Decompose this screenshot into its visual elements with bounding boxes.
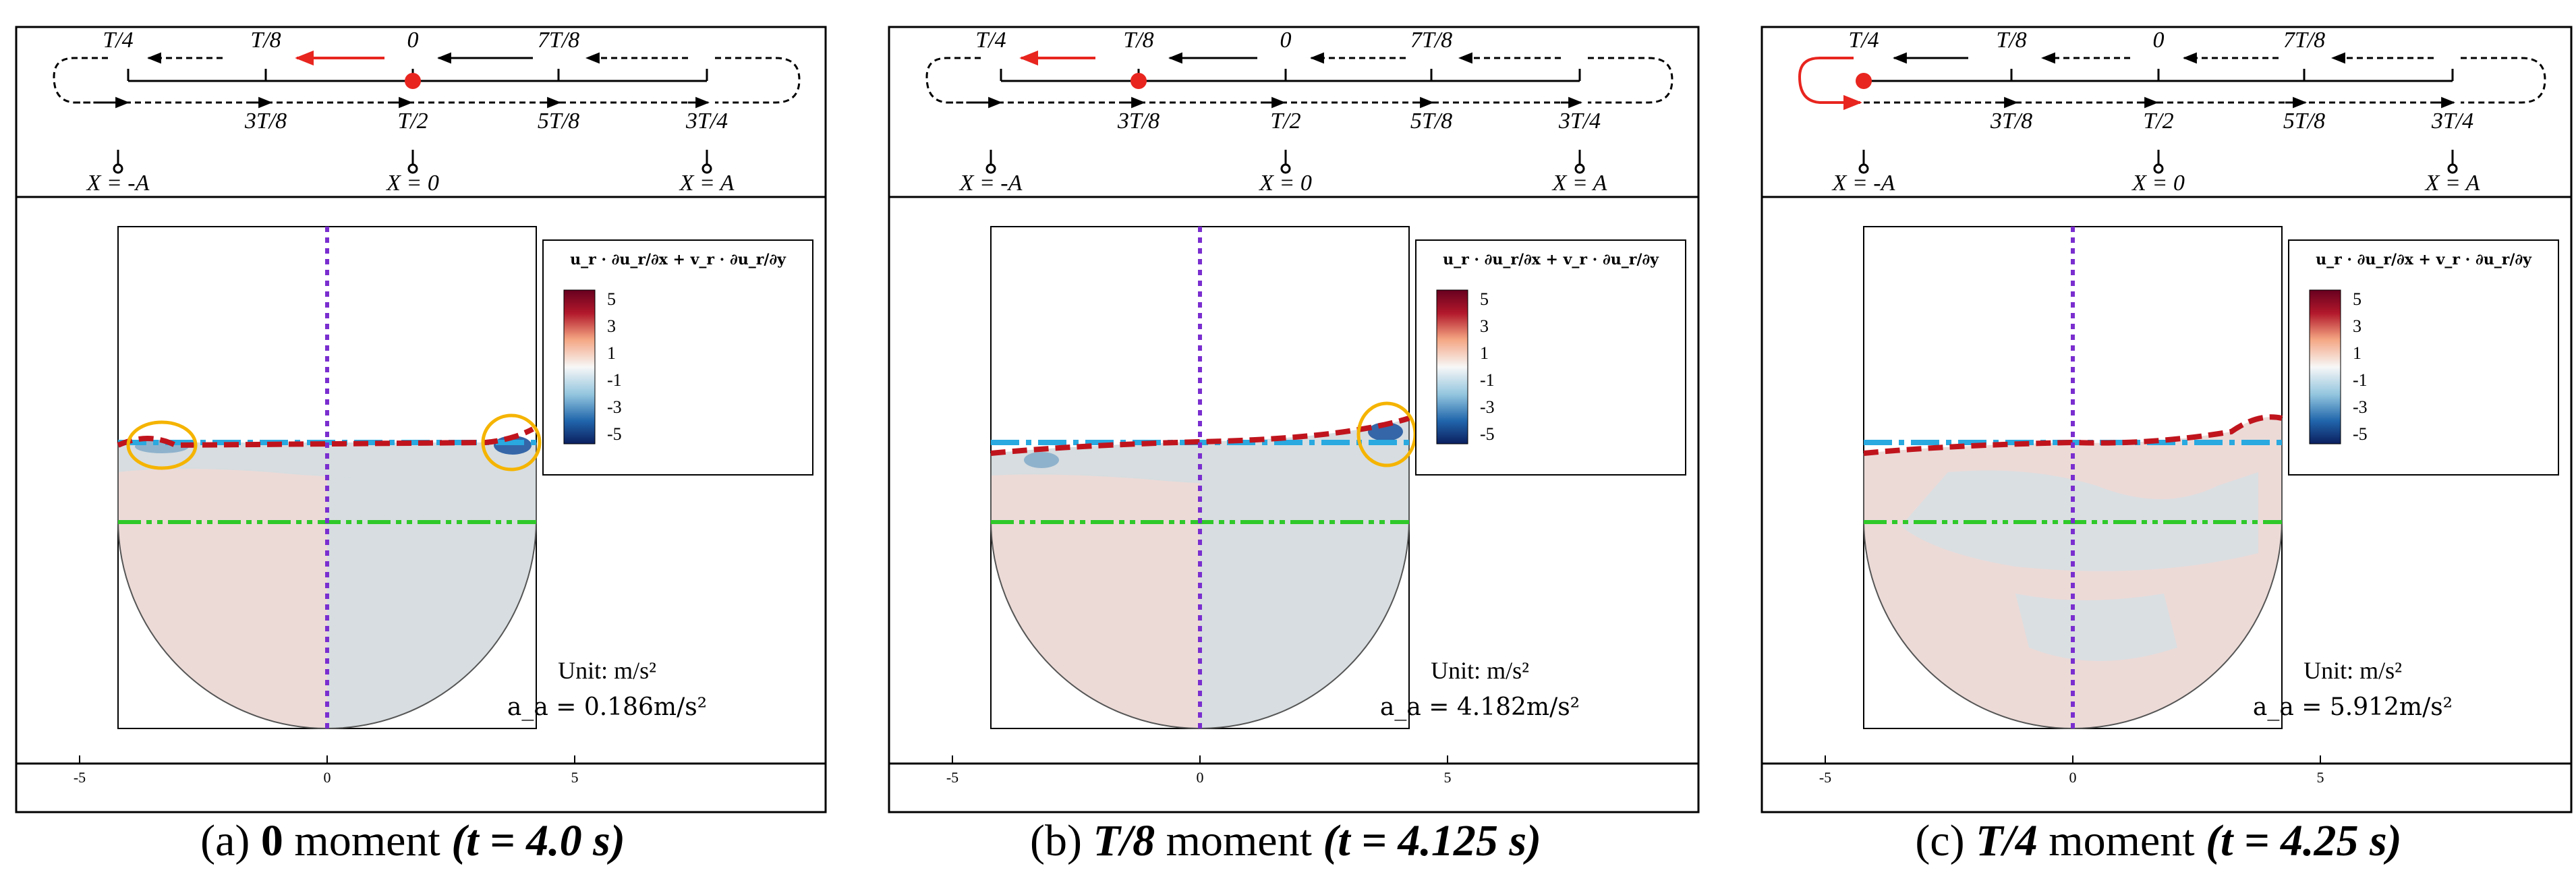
svg-text:5T/8: 5T/8 <box>2283 109 2325 134</box>
svg-text:T/2: T/2 <box>2143 109 2173 134</box>
svg-text:a_a = 5.912m/s²: a_a = 5.912m/s² <box>2253 693 2453 721</box>
contour-plot: u_r · ∂u_r/∂x + v_r · ∂u_r/∂y 5 3 1 -1 -… <box>15 196 827 813</box>
svg-text:7T/8: 7T/8 <box>1410 28 1452 53</box>
label-t8: T/8 <box>250 28 281 53</box>
highlight-circle <box>126 420 198 470</box>
svg-text:-1: -1 <box>607 370 622 390</box>
panel-a: T/4 T/8 0 7T/8 3T/8 T/2 5T/8 3T/4 X = -A… <box>15 26 827 865</box>
svg-text:5: 5 <box>571 769 579 786</box>
svg-text:-3: -3 <box>1480 397 1495 417</box>
svg-text:T/4: T/4 <box>975 28 1006 53</box>
svg-text:7T/8: 7T/8 <box>2283 28 2325 53</box>
svg-text:T/4: T/4 <box>1848 28 1879 53</box>
position-marker <box>405 73 421 89</box>
svg-text:-1: -1 <box>2353 370 2368 390</box>
contour-plot: u_r · ∂u_r/∂x + v_r · ∂u_r/∂y 5 3 1 -1 -… <box>888 196 1700 813</box>
svg-text:0: 0 <box>2153 28 2165 53</box>
label-3t8: 3T/8 <box>244 109 287 134</box>
svg-text:X = 0: X = 0 <box>1258 171 1312 196</box>
svg-text:1: 1 <box>2353 343 2362 363</box>
svg-text:-5: -5 <box>1819 769 1831 786</box>
legend-title: u_r · ∂u_r/∂x + v_r · ∂u_r/∂y <box>570 251 786 268</box>
svg-text:5T/8: 5T/8 <box>1410 109 1452 134</box>
svg-text:X = A: X = A <box>2424 171 2480 196</box>
svg-text:-5: -5 <box>2353 424 2368 444</box>
colorbar-legend: u_r · ∂u_r/∂x + v_r · ∂u_r/∂y 5 3 1 -1 -… <box>542 239 813 476</box>
motion-schematic: T/4 T/8 0 7T/8 3T/8 T/2 5T/8 3T/4 X = -A… <box>15 26 827 198</box>
contour-plot: u_r · ∂u_r/∂x + v_r · ∂u_r/∂y 5 3 1 -1 -… <box>1761 196 2573 813</box>
label-3t4: 3T/4 <box>685 109 728 134</box>
label-0: 0 <box>407 28 419 53</box>
caption-c: (c) T/4 moment (t = 4.25 s) <box>1915 816 2401 865</box>
acceleration-label: a_a = 0.186m/s² <box>507 693 707 721</box>
svg-text:T/8: T/8 <box>1996 28 2026 53</box>
svg-text:5: 5 <box>607 289 616 309</box>
svg-text:Unit: m/s²: Unit: m/s² <box>2303 657 2402 684</box>
svg-text:0: 0 <box>324 769 331 786</box>
colorbar-legend: u_r · ∂u_r/∂x + v_r · ∂u_r/∂y 5 3 1 -1 -… <box>2288 239 2559 476</box>
svg-text:-5: -5 <box>74 769 86 786</box>
caption-b: (b) T/8 moment (t = 4.125 s) <box>1030 816 1541 865</box>
svg-text:-3: -3 <box>607 397 622 417</box>
svg-text:0: 0 <box>2069 769 2077 786</box>
svg-text:5: 5 <box>2353 289 2362 309</box>
svg-text:-1: -1 <box>1480 370 1495 390</box>
svg-text:3: 3 <box>2353 316 2362 336</box>
svg-text:-5: -5 <box>607 424 622 444</box>
svg-text:3: 3 <box>1480 316 1489 336</box>
svg-text:a_a = 4.182m/s²: a_a = 4.182m/s² <box>1380 693 1580 721</box>
svg-text:u_r · ∂u_r/∂x + v_r · ∂u_r/∂y: u_r · ∂u_r/∂x + v_r · ∂u_r/∂y <box>1443 251 1659 268</box>
svg-text:5: 5 <box>2317 769 2324 786</box>
position-minus-a: X = -A <box>86 171 150 196</box>
label-t4: T/4 <box>103 28 133 53</box>
label-5t8: 5T/8 <box>538 109 579 134</box>
svg-text:X = 0: X = 0 <box>2131 171 2185 196</box>
svg-text:0: 0 <box>1280 28 1292 53</box>
svg-text:0: 0 <box>1197 769 1204 786</box>
position-marker <box>1856 73 1872 89</box>
label-7t8: 7T/8 <box>538 28 579 53</box>
panel-c: T/4 T/8 0 7T/8 3T/8 T/2 5T/8 3T/4 X = -A… <box>1761 26 2573 865</box>
position-zero: X = 0 <box>385 171 439 196</box>
svg-text:1: 1 <box>607 343 616 363</box>
svg-text:Unit: m/s²: Unit: m/s² <box>1431 657 1529 684</box>
svg-text:5: 5 <box>1444 769 1452 786</box>
panel-b: T/4 T/8 0 7T/8 3T/8 T/2 5T/8 3T/4 X = -A… <box>888 26 1700 865</box>
red-turn-arrow <box>1798 57 1862 111</box>
svg-text:X = -A: X = -A <box>1831 171 1895 196</box>
svg-text:-5: -5 <box>946 769 958 786</box>
position-marker <box>1130 73 1147 89</box>
svg-text:5: 5 <box>1480 289 1489 309</box>
caption-a: (a) 0 moment (t = 4.0 s) <box>200 816 625 865</box>
svg-text:X = A: X = A <box>1551 171 1607 196</box>
svg-text:3T/4: 3T/4 <box>2431 109 2473 134</box>
motion-schematic: T/4 T/8 0 7T/8 3T/8 T/2 5T/8 3T/4 X = -A… <box>1761 26 2573 198</box>
svg-text:3T/8: 3T/8 <box>1117 109 1160 134</box>
svg-text:X = -A: X = -A <box>958 171 1023 196</box>
svg-text:-3: -3 <box>2353 397 2368 417</box>
svg-text:T/2: T/2 <box>1270 109 1300 134</box>
highlight-circle <box>481 413 542 471</box>
motion-schematic: T/4 T/8 0 7T/8 3T/8 T/2 5T/8 3T/4 X = -A… <box>888 26 1700 198</box>
svg-text:3T/4: 3T/4 <box>1558 109 1601 134</box>
svg-text:1: 1 <box>1480 343 1489 363</box>
label-t2: T/2 <box>397 109 428 134</box>
svg-text:3T/8: 3T/8 <box>1990 109 2032 134</box>
svg-text:u_r · ∂u_r/∂x + v_r · ∂u_r/∂y: u_r · ∂u_r/∂x + v_r · ∂u_r/∂y <box>2316 251 2532 268</box>
position-a: X = A <box>679 171 735 196</box>
svg-text:-5: -5 <box>1480 424 1495 444</box>
svg-text:T/8: T/8 <box>1123 28 1153 53</box>
unit-label: Unit: m/s² <box>558 657 656 684</box>
colorbar-legend: u_r · ∂u_r/∂x + v_r · ∂u_r/∂y 5 3 1 -1 -… <box>1415 239 1686 476</box>
svg-text:3: 3 <box>607 316 616 336</box>
